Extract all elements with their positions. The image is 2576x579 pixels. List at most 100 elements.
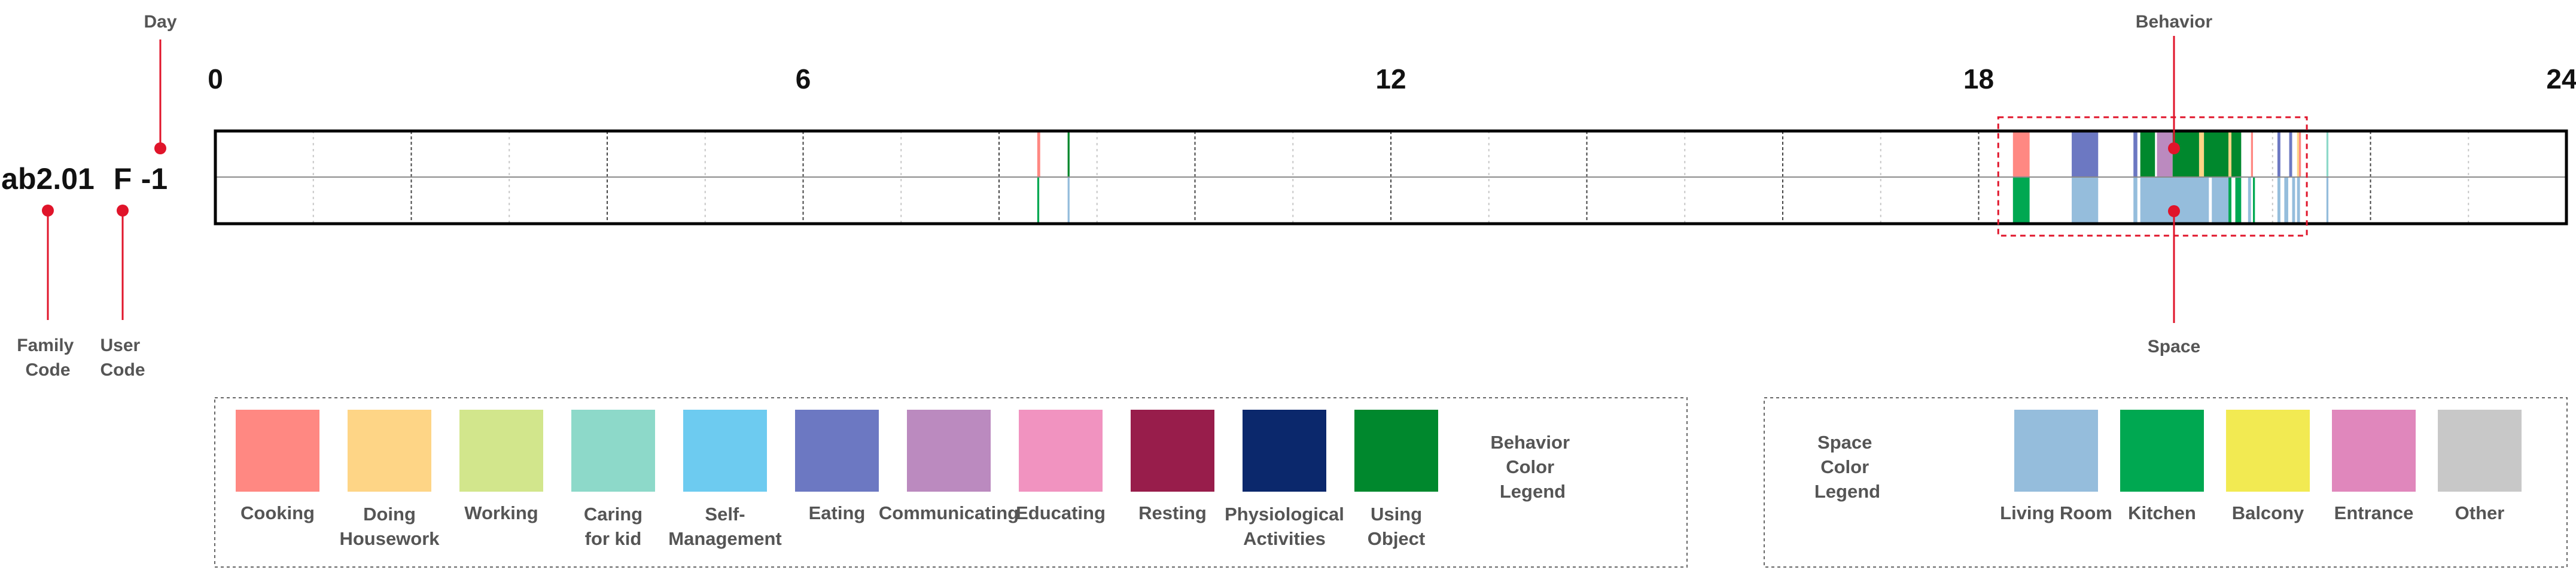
space-segment xyxy=(2072,178,2099,223)
space-legend-title-line2: Color xyxy=(1820,456,1869,477)
user-code-label-line1: User xyxy=(100,336,140,355)
behavior-segment xyxy=(2072,132,2099,176)
behavior-segment xyxy=(2298,132,2301,176)
family-code-label-line1: Family xyxy=(17,336,74,355)
family-code-pointer xyxy=(42,205,54,320)
user-code-value: F xyxy=(114,162,132,196)
behavior-color-legend: Cooking Doing Housework Working Caring for ki… xyxy=(236,410,1438,549)
day-pointer xyxy=(154,39,166,154)
space-label: Space xyxy=(2148,337,2200,356)
space-legend-title: Space Color Legend xyxy=(1814,432,1880,502)
behavior-segment xyxy=(1067,132,1070,176)
user-code-label: User Code xyxy=(100,336,145,380)
space-segment xyxy=(2326,178,2329,223)
family-code-value: ab2.01 xyxy=(1,162,95,196)
user-code-label-line2: Code xyxy=(101,360,145,380)
behavior-legend-box xyxy=(214,397,1688,568)
behavior-segment xyxy=(2172,132,2199,176)
behavior-segment xyxy=(2277,132,2280,176)
day-label: Day xyxy=(144,12,176,32)
behavior-legend-swatch xyxy=(907,410,991,492)
space-segment xyxy=(2284,178,2288,223)
highlight-window xyxy=(1997,116,2308,237)
behavior-legend-label: Communicating xyxy=(879,502,1019,523)
space-track xyxy=(1037,178,2329,223)
hour-tick-label: 6 xyxy=(796,63,811,95)
hour-tick-label: 24 xyxy=(2546,63,2576,95)
hour-tick-label: 12 xyxy=(1375,63,1406,95)
behavior-legend-label: Resting xyxy=(1138,502,1207,523)
behavior-segment xyxy=(2297,132,2299,176)
behavior-segment xyxy=(2133,132,2137,176)
behavior-legend-label: Educating xyxy=(1016,502,1106,523)
space-legend-title-line1: Space xyxy=(1817,432,1872,453)
family-code-label: Family Code xyxy=(17,336,78,380)
space-legend-swatch xyxy=(2332,410,2416,492)
behavior-legend-swatch xyxy=(795,410,879,492)
space-legend-label: Other xyxy=(2455,502,2505,523)
behavior-legend-label: Caring for kid xyxy=(584,504,643,549)
behavior-legend-swatch xyxy=(1019,410,1103,492)
family-code-label-line2: Code xyxy=(26,360,71,380)
space-segment xyxy=(2212,178,2229,223)
space-segment xyxy=(1037,178,1040,223)
space-segment xyxy=(2248,178,2251,223)
behavior-legend-swatch xyxy=(236,410,319,492)
behavior-legend-label: Eating xyxy=(809,502,866,523)
space-segment xyxy=(2133,178,2137,223)
behavior-segment xyxy=(2326,132,2329,176)
behavior-legend-label: Working xyxy=(464,502,538,523)
space-segment xyxy=(2253,178,2255,223)
space-legend-swatch xyxy=(2226,410,2310,492)
behavior-track xyxy=(1037,132,2329,176)
behavior-label: Behavior xyxy=(2136,12,2213,32)
behavior-segment xyxy=(2228,132,2231,176)
behavior-segment xyxy=(2289,132,2292,176)
behavior-legend-swatch xyxy=(1243,410,1326,492)
space-segment xyxy=(2277,178,2280,223)
space-legend-label: Balcony xyxy=(2232,502,2304,523)
behavior-pointer xyxy=(2168,36,2180,154)
behavior-segment xyxy=(2231,132,2242,176)
space-legend-swatch xyxy=(2014,410,2098,492)
space-legend-label: Kitchen xyxy=(2128,502,2196,523)
day-value: -1 xyxy=(141,162,168,196)
behavior-segment xyxy=(2140,132,2155,176)
behavior-segment xyxy=(2012,132,2030,176)
behavior-legend-label: Physiological Activities xyxy=(1225,504,1344,549)
behavior-legend-swatch xyxy=(683,410,767,492)
space-legend-swatch xyxy=(2438,410,2522,492)
space-legend-swatch xyxy=(2120,410,2204,492)
hour-tick-label: 18 xyxy=(1963,63,1994,95)
behavior-legend-label: Using Object xyxy=(1368,504,1425,549)
behavior-legend-swatch xyxy=(1131,410,1214,492)
behavior-legend-label: Doing Housework xyxy=(339,504,440,549)
behavior-legend-swatch xyxy=(348,410,431,492)
behavior-legend-title-line1: Behavior xyxy=(1490,432,1570,453)
space-segment xyxy=(2292,178,2295,223)
space-segment xyxy=(1067,178,1070,223)
space-legend-label: Entrance xyxy=(2334,502,2414,523)
behavior-legend-title: Behavior Color Legend xyxy=(1490,432,1575,502)
behavior-legend-swatch xyxy=(459,410,543,492)
behavior-segment xyxy=(2204,132,2229,176)
space-legend-label: Living Room xyxy=(2000,502,2112,523)
behavior-legend-swatch xyxy=(571,410,655,492)
space-segment xyxy=(2297,178,2300,223)
space-segment xyxy=(2228,178,2231,223)
space-legend-title-line3: Legend xyxy=(1814,481,1880,502)
behavior-legend-swatch xyxy=(1354,410,1438,492)
behavior-legend-title-line3: Legend xyxy=(1500,481,1566,502)
behavior-legend-title-line2: Color xyxy=(1506,456,1554,477)
hour-tick-labels: 0 6 12 18 24 xyxy=(208,63,2576,95)
behavior-legend-label: Cooking xyxy=(240,502,315,523)
space-segment xyxy=(2235,178,2242,223)
space-pointer xyxy=(2168,205,2180,323)
behavior-segment xyxy=(1037,132,1040,176)
space-legend-box xyxy=(1764,397,2568,568)
hour-tick-label: 0 xyxy=(208,63,223,95)
behavior-legend-label: Self-Management xyxy=(668,504,781,549)
space-color-legend: Living Room Kitchen Balcony Entrance Other xyxy=(2000,410,2522,523)
behavior-segment xyxy=(2157,132,2173,176)
